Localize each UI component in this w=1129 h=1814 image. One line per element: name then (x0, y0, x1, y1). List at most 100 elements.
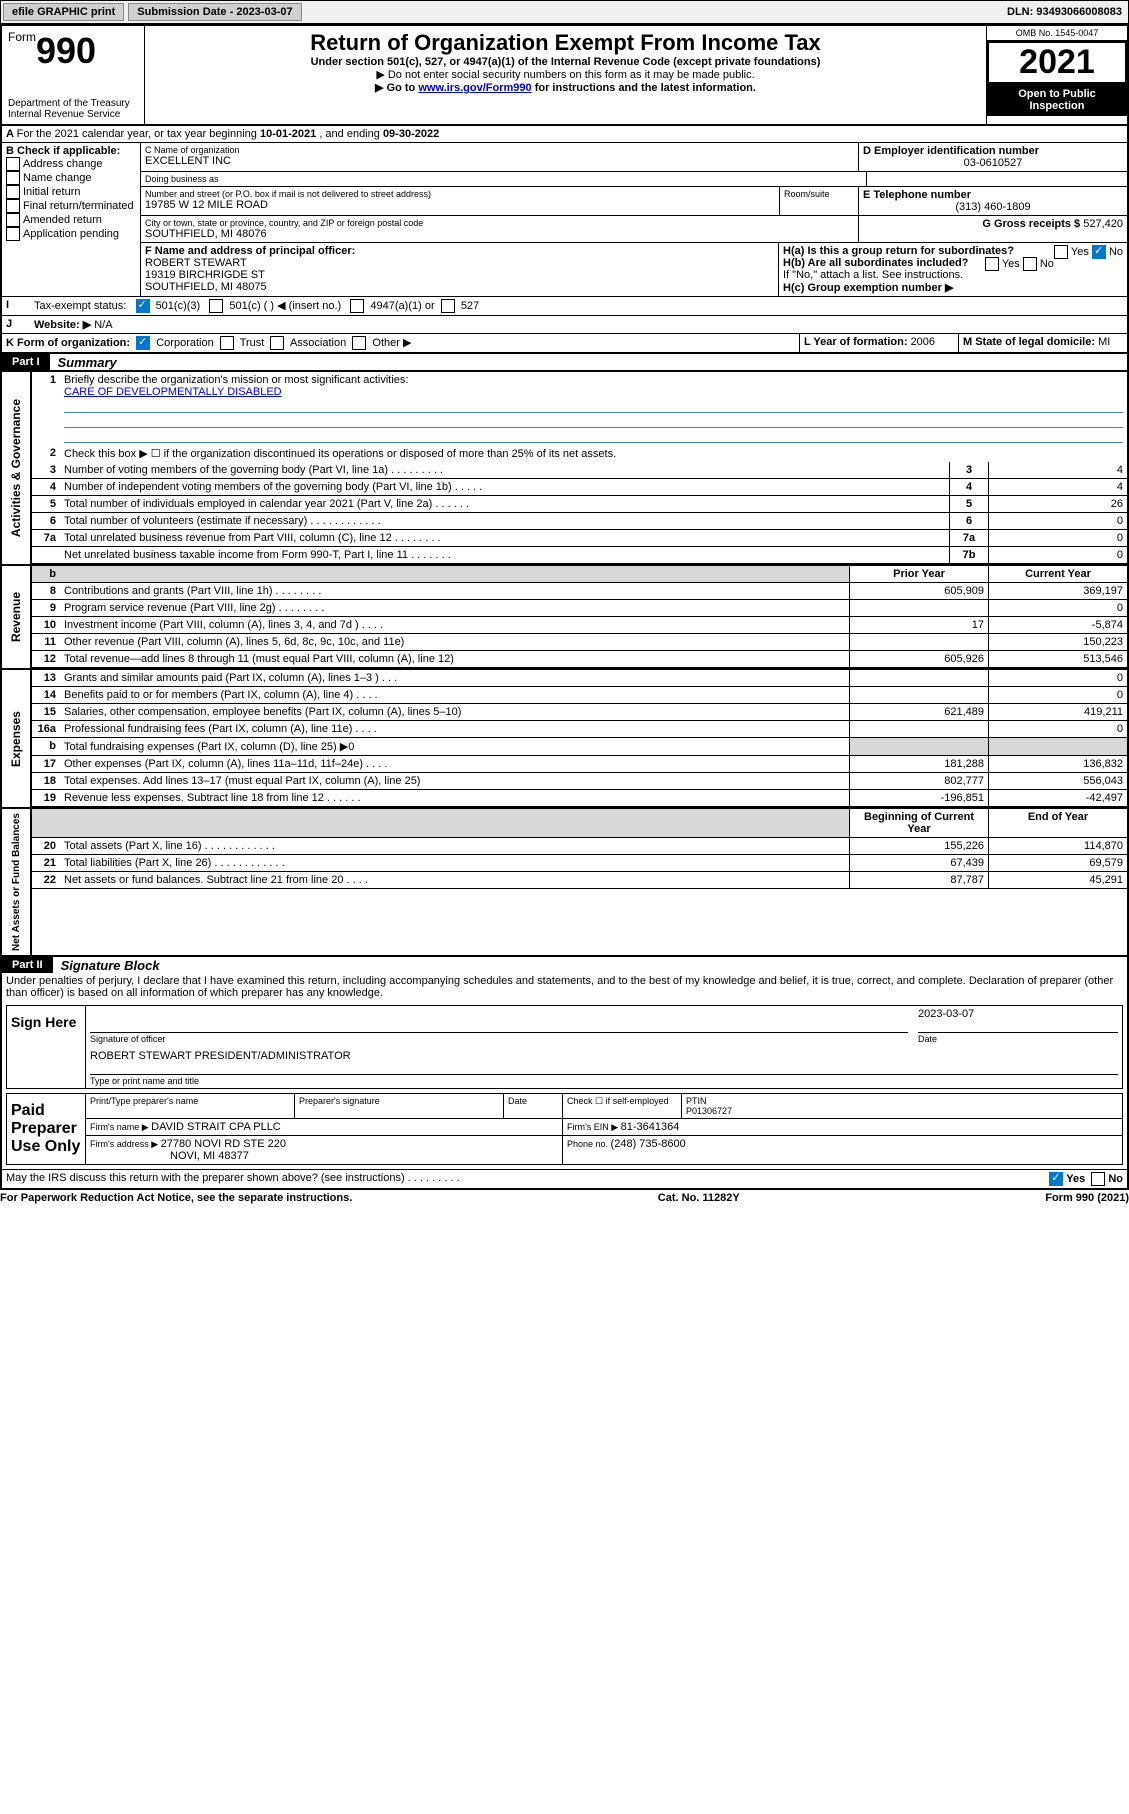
paid-preparer-label: Paid Preparer Use Only (7, 1094, 85, 1164)
tax-year-end: 09-30-2022 (383, 128, 439, 140)
table-row: 5Total number of individuals employed in… (32, 496, 1127, 513)
ein-label: D Employer identification number (863, 145, 1123, 157)
table-row: 12Total revenue—add lines 8 through 11 (… (32, 651, 1127, 668)
firm-ein: 81-3641364 (621, 1121, 680, 1133)
tax-exempt-label: Tax-exempt status: (34, 300, 126, 312)
checkbox-ha-no[interactable] (1092, 245, 1106, 259)
table-row: 15Salaries, other compensation, employee… (32, 704, 1127, 721)
room-suite-label: Room/suite (779, 187, 859, 215)
checkbox-other[interactable] (352, 336, 366, 350)
col-prior-year: Prior Year (850, 566, 989, 583)
instructions-link[interactable]: www.irs.gov/Form990 (418, 82, 531, 94)
checkbox-527[interactable] (441, 299, 455, 313)
checkbox-application-pending[interactable] (6, 227, 20, 241)
checkbox-501c3[interactable] (136, 299, 150, 313)
table-row: 8Contributions and grants (Part VIII, li… (32, 583, 1127, 600)
open-to-public: Open to Public Inspection (987, 84, 1127, 116)
table-row: 22Net assets or fund balances. Subtract … (32, 872, 1127, 889)
table-row: 16aProfessional fundraising fees (Part I… (32, 721, 1127, 738)
checkbox-ha-yes[interactable] (1054, 245, 1068, 259)
arrow-icon: ▶ (375, 82, 387, 94)
table-row: bTotal fundraising expenses (Part IX, co… (32, 738, 1127, 756)
checkbox-4947[interactable] (350, 299, 364, 313)
checkbox-name-change[interactable] (6, 171, 20, 185)
efile-print-button[interactable]: efile GRAPHIC print (3, 3, 124, 21)
principal-officer-label: F Name and address of principal officer: (145, 245, 774, 257)
city-value: SOUTHFIELD, MI 48076 (145, 228, 854, 240)
line-2-text: Check this box ▶ ☐ if the organization d… (60, 445, 1127, 462)
checkbox-initial-return[interactable] (6, 185, 20, 199)
table-row: 18Total expenses. Add lines 13–17 (must … (32, 773, 1127, 790)
checkbox-final-return[interactable] (6, 199, 20, 213)
checkbox-association[interactable] (270, 336, 284, 350)
checkbox-amended-return[interactable] (6, 213, 20, 227)
part-1-label: Part I (2, 354, 50, 370)
preparer-date-header: Date (504, 1094, 563, 1119)
discuss-question: May the IRS discuss this return with the… (6, 1172, 1049, 1186)
checkbox-discuss-yes[interactable] (1049, 1172, 1063, 1186)
calendar-year-text-b: , and ending (319, 128, 383, 140)
gross-receipts-value: 527,420 (1083, 218, 1123, 230)
officer-name: ROBERT STEWART (145, 257, 774, 269)
form-word: Form (8, 30, 36, 44)
perjury-statement: Under penalties of perjury, I declare th… (2, 973, 1127, 1001)
firm-phone: (248) 735-8600 (611, 1138, 686, 1150)
tax-year-begin: 10-01-2021 (260, 128, 316, 140)
firm-name: DAVID STRAIT CPA PLLC (151, 1121, 281, 1133)
officer-addr1: 19319 BIRCHRIGDE ST (145, 269, 774, 281)
org-name-label: C Name of organization (145, 145, 854, 155)
officer-addr2: SOUTHFIELD, MI 48075 (145, 281, 774, 293)
form-number: 990 (36, 30, 96, 71)
submission-date-label: Submission Date - (137, 6, 236, 18)
ptin-value: P01306727 (686, 1106, 732, 1116)
subtitle-1: Under section 501(c), 527, or 4947(a)(1)… (151, 56, 980, 68)
checkbox-discuss-no[interactable] (1091, 1172, 1105, 1186)
paperwork-notice: For Paperwork Reduction Act Notice, see … (0, 1192, 352, 1204)
table-row: 6Total number of volunteers (estimate if… (32, 513, 1127, 530)
website-value: N/A (94, 319, 112, 331)
checkbox-501c[interactable] (209, 299, 223, 313)
subtitle-2: Do not enter social security numbers on … (151, 68, 980, 81)
mission-question: Briefly describe the organization's miss… (64, 374, 408, 386)
website-label: Website: ▶ (34, 319, 91, 331)
sign-date: 2023-03-07 (918, 1008, 1118, 1020)
h-b-label: H(b) Are all subordinates included? (783, 257, 968, 269)
org-name: EXCELLENT INC (145, 155, 854, 167)
form-org-label: K Form of organization: (6, 337, 130, 349)
street-address: 19785 W 12 MILE ROAD (145, 199, 775, 211)
sign-date-label: Date (918, 1032, 1118, 1044)
dln: DLN: 93493066008083 (1001, 4, 1128, 20)
preparer-sig-header: Preparer's signature (295, 1094, 504, 1119)
table-row: 20Total assets (Part X, line 16) . . . .… (32, 838, 1127, 855)
year-formation-label: L Year of formation: (804, 336, 911, 348)
preparer-name-header: Print/Type preparer's name (86, 1094, 295, 1119)
printed-name-label: Type or print name and title (90, 1074, 1118, 1086)
ein-value: 03-0610527 (863, 157, 1123, 169)
firm-addr1: 27780 NOVI RD STE 220 (161, 1138, 286, 1150)
form-title: Return of Organization Exempt From Incom… (151, 30, 980, 56)
submission-date-button[interactable]: Submission Date - 2023-03-07 (128, 3, 301, 21)
table-row: 11Other revenue (Part VIII, column (A), … (32, 634, 1127, 651)
top-toolbar: efile GRAPHIC print Submission Date - 20… (0, 0, 1129, 24)
checkbox-address-change[interactable] (6, 157, 20, 171)
gross-receipts-label: G Gross receipts $ (982, 218, 1083, 230)
submission-date-value: 2023-03-07 (236, 6, 292, 18)
department: Department of the Treasury Internal Reve… (8, 98, 138, 120)
table-row: 3Number of voting members of the governi… (32, 462, 1127, 479)
calendar-year-text-a: For the 2021 calendar year, or tax year … (17, 128, 260, 140)
mission-text[interactable]: CARE OF DEVELOPMENTALLY DISABLED (64, 386, 282, 398)
table-row: 13Grants and similar amounts paid (Part … (32, 670, 1127, 687)
checkbox-hb-no[interactable] (1023, 257, 1037, 271)
domicile-value: MI (1098, 336, 1110, 348)
checkbox-corporation[interactable] (136, 336, 150, 350)
signature-of-officer-label: Signature of officer (90, 1032, 908, 1044)
checkbox-hb-yes[interactable] (985, 257, 999, 271)
checkbox-trust[interactable] (220, 336, 234, 350)
h-note: If "No," attach a list. See instructions… (783, 269, 1123, 281)
col-beginning: Beginning of Current Year (850, 809, 989, 838)
h-c-label: H(c) Group exemption number ▶ (783, 281, 1123, 294)
officer-printed-name: ROBERT STEWART PRESIDENT/ADMINISTRATOR (90, 1050, 1118, 1062)
part-2-label: Part II (2, 957, 53, 973)
catalog-number: Cat. No. 11282Y (658, 1192, 740, 1204)
firm-addr2: NOVI, MI 48377 (170, 1150, 249, 1162)
